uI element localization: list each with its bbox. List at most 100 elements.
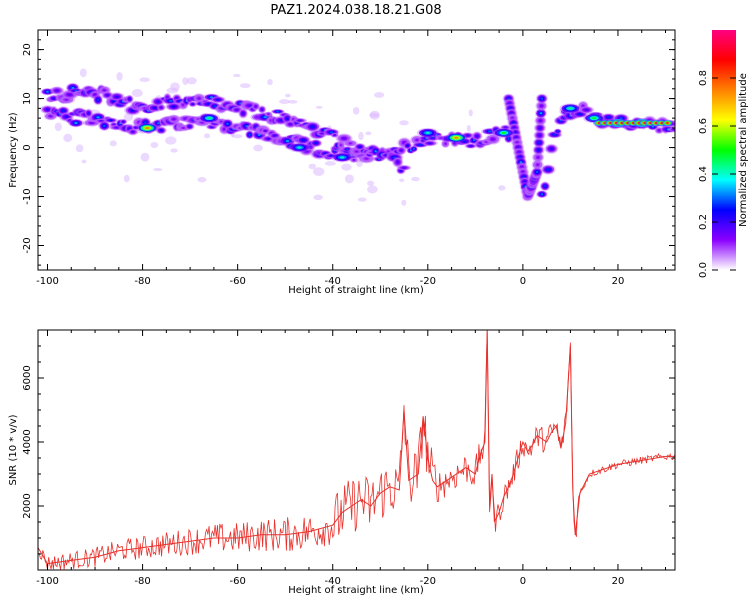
spectrogram-blobs [40,68,675,206]
spectrogram-ridge-blob [531,167,544,178]
figure-title: PAZ1.2024.038.18.21.G08 [270,3,441,18]
snr-x-ticks: -100 -80 -60 -40 -20 0 20 [36,330,666,587]
spectrogram-ridge-blob [184,122,195,131]
snr-x-tick-label: 0 [520,576,526,587]
spectrogram-x-label: Height of straight line (km) [288,285,424,296]
spectrogram-faint-speck [365,131,372,136]
spectrogram-ridge-blob [125,94,134,104]
snr-y-tick-label: 4000 [22,429,33,454]
spectrogram-ridge-blob [40,87,55,96]
snr-plot-area [38,330,675,570]
spectrogram-peak [492,127,515,138]
spectrogram-ridge-blob [544,143,559,154]
spectrogram-y-tick-label: 0 [22,144,33,150]
snr-x-tick-label: -20 [420,576,436,587]
spectrogram-ridge-blob [67,118,84,128]
spectrogram-ridge-blob [43,111,58,121]
snr-panel: -100 -80 -60 -40 -20 0 20 2000 4000 6000 Height … [8,329,676,596]
snr-x-tick-label: -40 [325,576,341,587]
colorbar-ticks: 0.0 0.2 0.4 0.6 0.8 [698,70,736,278]
spectrogram-faint-speck [267,79,273,86]
spectrogram-faint-speck [81,159,87,164]
spectrogram-ridge-blob [531,159,544,170]
spectrogram-ridge-blob [264,111,273,117]
snr-x-tick-label: -60 [229,576,245,587]
spectrogram-faint-speck [165,136,177,145]
spectrogram-y-label: Frequency (Hz) [8,112,19,188]
spectrogram-ridge-blob [600,113,616,122]
spectrogram-faint-speck [374,92,385,98]
colorbar-tick-label: 0.4 [698,166,709,182]
snr-y-ticks: 2000 4000 6000 [22,345,675,555]
spectrogram-x-tick-label: -80 [134,276,150,287]
spectrogram-peak [288,142,311,153]
spectrogram-ridge-blob [330,132,339,138]
spectrogram-x-tick-label: -100 [36,276,59,287]
spectrogram-ridge-blob [511,137,524,148]
spectrogram-peak [136,122,159,133]
spectrogram-ridge-blob [532,152,545,163]
spectrogram-faint-speck [324,161,336,166]
spectrogram-faint-speck [150,141,159,148]
spectrogram-faint-speck [352,106,360,115]
spectrogram-faint-speck [312,167,325,176]
snr-y-tick-label: 2000 [22,493,33,518]
spectrogram-faint-speck [411,176,420,182]
spectrogram-ridge-blob [209,96,226,104]
spectrogram-faint-speck [401,199,407,206]
spectrogram-ridge-blob [109,92,125,102]
spectrogram-ridge-blob [553,128,562,135]
spectrogram-ridge-blob [92,94,104,106]
spectrogram-ridge-blob [540,164,556,175]
spectrogram-ridge-blob [84,108,93,118]
spectrogram-x-tick-label: -60 [229,276,245,287]
spectrogram-ridge-blob [238,108,248,119]
spectrogram-faint-speck [356,159,363,168]
spectrogram-faint-speck [170,148,178,153]
spectrogram-ridge-blob [156,103,166,112]
spectrogram-faint-speck [279,99,290,105]
spectrogram-faint-speck [367,185,378,194]
snr-x-tick-label: 20 [612,576,625,587]
spectrogram-ridge-blob [534,108,547,119]
colorbar-tick-label: 0.6 [698,118,709,134]
spectrogram-ridge-blob [295,135,311,145]
colorbar-tick-label: 0.2 [698,214,709,230]
spectrogram-faint-speck [308,163,317,170]
spectrogram-ridge-blob [57,95,75,105]
snr-noise [38,331,675,570]
spectrogram-faint-speck [140,152,150,162]
spectrogram-ridge-blob [484,133,501,145]
spectrogram-ridge-blob [343,139,358,147]
spectrogram-faint-speck [369,110,380,120]
spectrogram-ridge-blob [309,139,323,148]
spectrogram-ridge-blob [127,128,139,136]
spectrogram-faint-speck [239,83,251,89]
spectrogram-y-ticks: -20 -10 0 10 20 [22,29,675,266]
spectrogram-ridge-blob [165,102,183,111]
spectrogram-faint-speck [109,140,117,147]
spectrogram-ridge-blob [131,124,141,131]
spectrogram-faint-speck [344,174,354,184]
colorbar-gradient [712,30,736,270]
spectrogram-faint-speck [285,93,291,98]
spectrogram-ridge-blob [534,115,547,126]
spectrogram-ridge-blob [421,140,438,147]
spectrogram-faint-speck [123,112,134,122]
spectrogram-ridge-blob [533,130,546,141]
spectrogram-faint-speck [315,105,323,109]
spectrogram-ridge-blob [395,146,407,155]
spectrogram-y-tick-label: 20 [22,43,33,56]
spectrogram-ridge-blob [535,100,548,111]
spectrogram-y-tick-label: 10 [22,92,33,105]
spectrogram-faint-speck [131,89,143,98]
spectrogram-ridge-blob [536,190,548,199]
spectrogram-faint-speck [63,133,73,143]
spectrogram-ridge-blob [283,120,297,129]
snr-x-tick-label: -100 [36,576,59,587]
spectrogram-x-tick-label: -40 [325,276,341,287]
spectrogram-ridge-blob [403,141,413,150]
spectrogram-faint-speck [468,109,473,117]
